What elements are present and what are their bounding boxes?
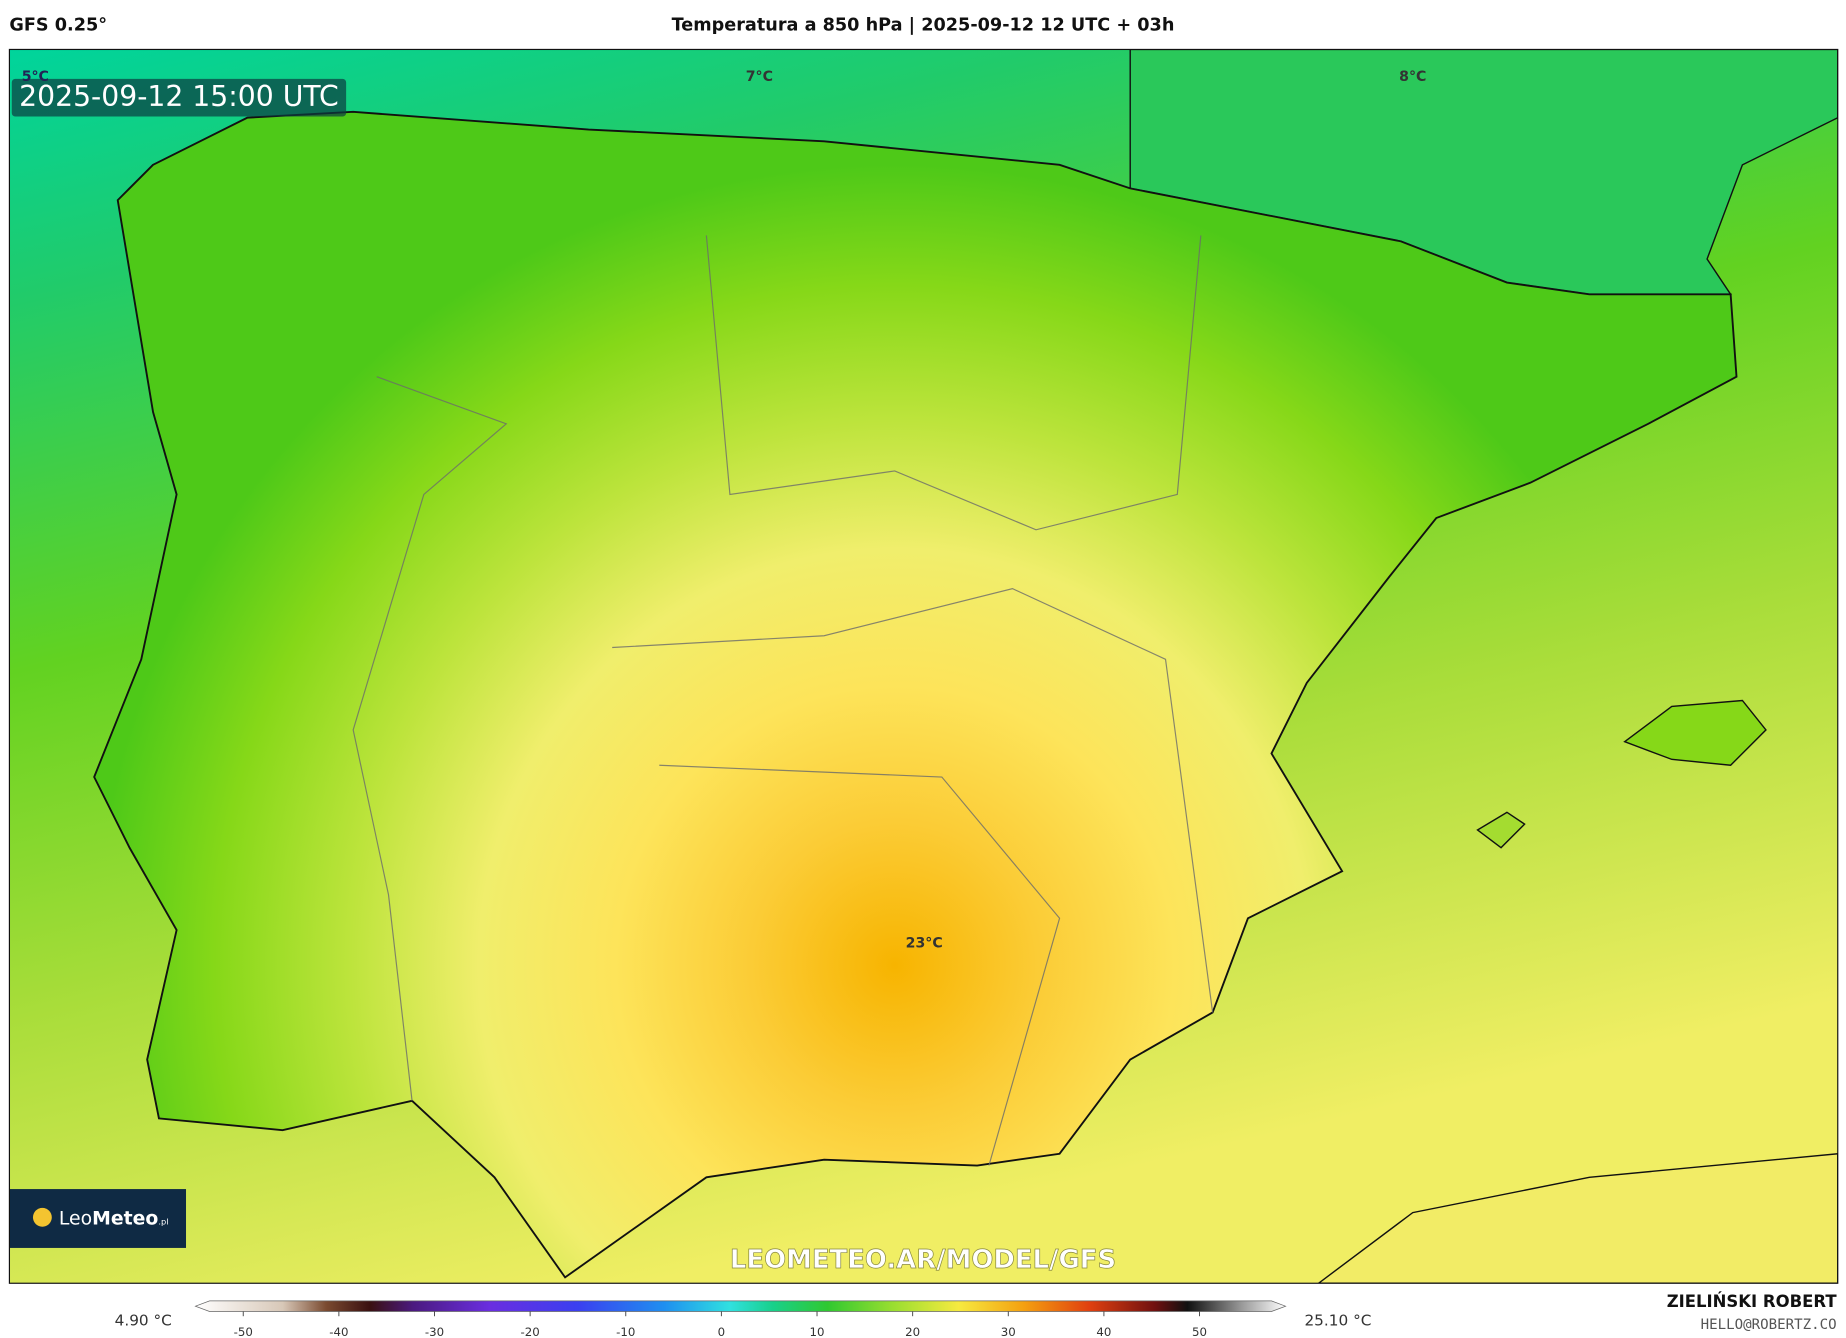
- isotherm-label: 5°C: [22, 69, 49, 85]
- logo-light: Leo: [59, 1208, 92, 1229]
- colorbar-tick-label: 0: [718, 1325, 726, 1338]
- model-label: GFS 0.25°: [9, 16, 107, 36]
- logo-bold: Meteo: [92, 1208, 158, 1229]
- logo-suffix: .pl: [158, 1216, 168, 1226]
- colorbar-min: 4.90 °C: [115, 1312, 172, 1330]
- colorbar: 4.90 °C 25.10 °C -50 -40 -30 -20 -10 0 10 20 30 4…: [115, 1300, 1371, 1338]
- colorbar-tick-label: 20: [905, 1325, 920, 1338]
- author: ZIELIŃSKI ROBERT: [1667, 1292, 1838, 1311]
- colorbar-tick-label: -30: [425, 1325, 444, 1338]
- colorbar-tick-label: -10: [616, 1325, 635, 1338]
- africa: [1317, 1153, 1838, 1284]
- colorbar-tick-label: 30: [1001, 1325, 1016, 1338]
- colorbar-max: 25.10 °C: [1304, 1312, 1371, 1330]
- map-frame: [8, 48, 1839, 1284]
- iberia: [93, 110, 1738, 1279]
- logo-sun: [32, 1207, 52, 1227]
- ibiza: [1476, 811, 1526, 849]
- timestamp: 2025-09-12 15:00 UTC: [19, 80, 339, 113]
- colorbar-tick-label: -50: [234, 1325, 253, 1338]
- isotherm-label: 7°C: [746, 69, 773, 85]
- watermark: LEOMETEO.AR/MODEL/GFS: [730, 1245, 1116, 1275]
- isotherm-label: 8°C: [1399, 69, 1426, 85]
- colorbar-bar: [194, 1300, 1287, 1312]
- logo-text: LeoMeteo.pl: [59, 1208, 169, 1229]
- mallorca: [1623, 699, 1767, 766]
- colorbar-tick-label: -20: [521, 1325, 540, 1338]
- timestamp-bg: [11, 78, 347, 117]
- email: HELLO@ROBERTZ.CO: [1701, 1317, 1837, 1333]
- colorbar-tick-label: 10: [810, 1325, 825, 1338]
- logo: LeoMeteo.pl: [9, 1189, 187, 1248]
- colorbar-tick-label: 50: [1192, 1325, 1207, 1338]
- borders: [352, 235, 1214, 1166]
- map-title: Temperatura a 850 hPa | 2025-09-12 12 UT…: [672, 16, 1175, 36]
- isotherm-label: 23°C: [906, 936, 943, 952]
- colorbar-tick-label: -40: [329, 1325, 348, 1338]
- colorbar-tick-label: 40: [1096, 1325, 1111, 1338]
- map: 2025-09-12 15:00 UTC 5°C 7°C 8°C 23°C LE…: [9, 49, 1838, 1284]
